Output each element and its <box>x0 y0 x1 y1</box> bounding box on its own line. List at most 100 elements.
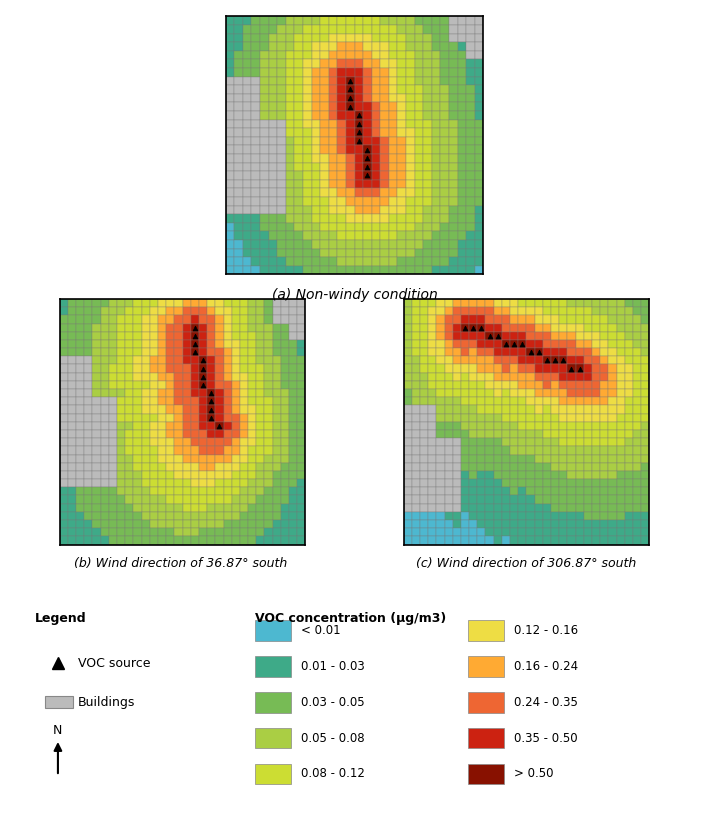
Bar <box>625 536 633 545</box>
Bar <box>101 299 109 307</box>
Bar <box>207 340 216 348</box>
Bar <box>297 364 306 373</box>
Bar <box>453 324 461 332</box>
Bar <box>432 16 440 25</box>
Bar <box>174 455 183 463</box>
Bar <box>183 299 191 307</box>
Bar <box>453 307 461 315</box>
Bar <box>297 315 306 324</box>
Bar <box>199 356 207 364</box>
Bar <box>467 59 475 68</box>
Bar <box>617 405 625 414</box>
Bar <box>617 414 625 422</box>
Bar <box>183 381 191 389</box>
Bar <box>551 324 559 332</box>
Bar <box>436 340 445 348</box>
Bar <box>535 397 543 405</box>
Bar <box>432 154 440 162</box>
Bar <box>223 471 232 479</box>
Bar <box>493 446 502 455</box>
Bar <box>166 479 174 487</box>
Bar <box>389 34 398 42</box>
Bar <box>234 68 242 77</box>
Bar <box>150 389 158 397</box>
Bar <box>117 356 125 364</box>
Bar <box>436 414 445 422</box>
Bar <box>60 430 68 438</box>
Bar <box>453 479 461 487</box>
Bar <box>92 348 101 356</box>
Bar <box>125 340 133 348</box>
Bar <box>502 495 510 504</box>
Bar <box>467 197 475 206</box>
Bar <box>403 307 412 315</box>
Bar <box>440 240 449 249</box>
Bar <box>445 536 453 545</box>
Bar <box>420 324 428 332</box>
Bar <box>584 512 592 520</box>
Bar <box>158 405 166 414</box>
Bar <box>526 348 535 356</box>
Bar <box>633 332 641 340</box>
Bar <box>346 249 354 257</box>
Bar <box>84 364 92 373</box>
Bar <box>412 487 420 495</box>
Bar <box>337 34 346 42</box>
Bar <box>311 188 320 197</box>
Bar <box>277 16 286 25</box>
Bar <box>518 307 526 315</box>
Bar <box>142 487 150 495</box>
Bar <box>216 512 223 520</box>
Bar <box>453 536 461 545</box>
Bar <box>543 528 551 536</box>
Bar <box>76 307 84 315</box>
Bar <box>475 111 484 120</box>
Bar <box>207 455 216 463</box>
Bar <box>412 405 420 414</box>
Bar <box>633 430 641 438</box>
Bar <box>567 430 576 438</box>
Bar <box>600 463 608 471</box>
Bar <box>559 307 567 315</box>
Bar <box>600 348 608 356</box>
Bar <box>92 381 101 389</box>
Bar <box>633 348 641 356</box>
Bar <box>467 68 475 77</box>
Bar <box>264 479 273 487</box>
Bar <box>592 446 600 455</box>
Bar <box>576 463 584 471</box>
Bar <box>320 137 329 145</box>
Bar <box>477 299 486 307</box>
Bar <box>436 422 445 430</box>
Bar <box>617 471 625 479</box>
Bar <box>389 162 398 171</box>
Bar <box>445 479 453 487</box>
Bar <box>240 536 248 545</box>
Bar <box>117 479 125 487</box>
Bar <box>415 102 423 111</box>
Bar <box>543 307 551 315</box>
Bar <box>461 455 469 463</box>
Bar <box>109 528 117 536</box>
Bar <box>286 128 294 137</box>
Bar <box>101 332 109 340</box>
Bar <box>432 68 440 77</box>
Bar <box>125 536 133 545</box>
Bar <box>510 315 518 324</box>
Bar <box>264 422 273 430</box>
Bar <box>311 197 320 206</box>
Bar <box>269 257 277 265</box>
Bar <box>286 76 294 85</box>
Bar <box>380 25 389 34</box>
Bar <box>535 536 543 545</box>
Bar <box>109 422 117 430</box>
Bar <box>354 128 363 137</box>
Bar <box>329 231 337 240</box>
Bar <box>543 397 551 405</box>
Bar <box>277 25 286 34</box>
Bar <box>608 373 617 381</box>
Bar <box>101 455 109 463</box>
Bar <box>406 25 415 34</box>
Bar <box>625 430 633 438</box>
Bar <box>436 315 445 324</box>
